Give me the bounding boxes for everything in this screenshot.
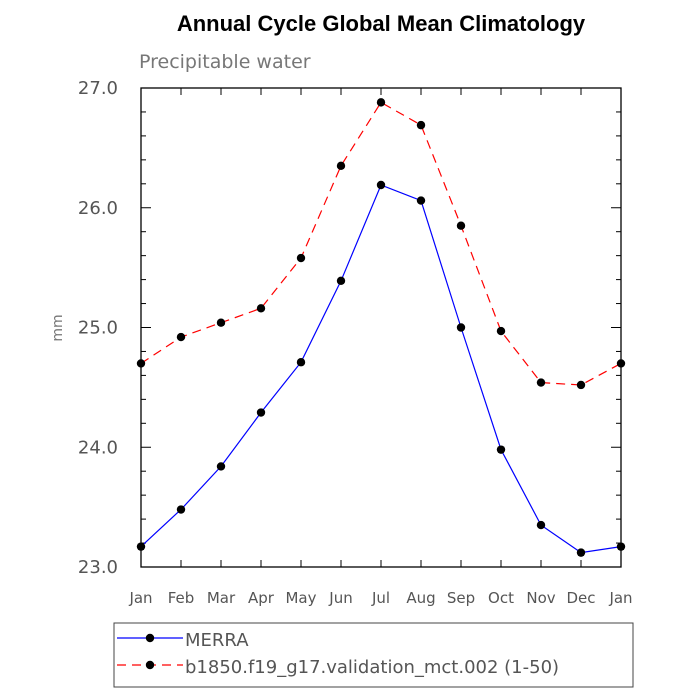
data-point-series-0 xyxy=(456,323,466,332)
data-point-series-1 xyxy=(576,380,586,390)
data-point-series-1 xyxy=(176,332,186,342)
x-tick-label: Mar xyxy=(207,589,236,607)
data-point-series-0 xyxy=(296,358,306,367)
x-tick-label: Nov xyxy=(526,589,555,607)
y-tick-label: 26.0 xyxy=(78,198,118,219)
legend: MERRA b1850.f19_g17.validation_mct.002 (… xyxy=(117,630,559,678)
data-point-series-0 xyxy=(416,196,426,205)
data-point-series-0 xyxy=(176,505,186,514)
plot-frame xyxy=(140,87,622,568)
x-tick-label: Feb xyxy=(168,589,195,607)
data-point-series-1 xyxy=(216,318,226,327)
x-tick-label: Jan xyxy=(128,589,152,607)
y-tick-label: 25.0 xyxy=(78,318,118,339)
y-tick-label: 24.0 xyxy=(78,437,118,458)
data-point-series-1 xyxy=(336,161,346,171)
data-point-series-1 xyxy=(376,98,386,107)
data-point-series-1 xyxy=(416,120,426,130)
x-tick-label: Apr xyxy=(248,589,275,607)
data-point-series-0 xyxy=(216,462,226,471)
x-tick-label: Jun xyxy=(328,589,352,607)
x-tick-label: Jan xyxy=(608,589,632,607)
data-point-series-0 xyxy=(376,180,386,190)
plot-area: Jan Feb Mar Apr May Jun Jul Aug Sep Oct Nov Dec Jan 2… xyxy=(78,78,633,607)
y-tick-label: 23.0 xyxy=(78,557,118,578)
data-point-series-0 xyxy=(336,276,346,285)
y-axis-label: mm xyxy=(50,314,66,341)
y-tick-label: 27.0 xyxy=(78,78,118,99)
legend-label-model: b1850.f19_g17.validation_mct.002 (1-50) xyxy=(185,657,559,678)
x-tick-label: Oct xyxy=(488,589,514,607)
series-line-0 xyxy=(140,184,622,554)
data-point-series-1 xyxy=(496,326,506,336)
chart-subtitle: Precipitable water xyxy=(139,51,311,73)
data-point-series-1 xyxy=(296,253,306,263)
x-tick-label: Dec xyxy=(566,589,595,607)
data-point-series-0 xyxy=(136,542,146,551)
data-point-series-1 xyxy=(136,359,146,368)
data-point-series-0 xyxy=(536,520,546,530)
x-tick-label: Aug xyxy=(406,589,435,607)
data-point-series-1 xyxy=(256,304,266,313)
x-tick-label: May xyxy=(285,589,316,607)
x-tick-label: Sep xyxy=(447,589,475,607)
series-line-1 xyxy=(140,101,622,386)
chart-title: Annual Cycle Global Mean Climatology xyxy=(177,11,586,36)
legend-box xyxy=(113,622,634,688)
data-point-series-1 xyxy=(616,359,626,368)
data-point-series-0 xyxy=(256,408,266,417)
data-point-series-0 xyxy=(616,542,626,551)
data-point-series-0 xyxy=(496,445,506,454)
legend-label-merra: MERRA xyxy=(185,630,249,651)
data-point-series-1 xyxy=(456,221,466,230)
legend-marker-0 xyxy=(145,633,155,643)
x-tick-label: Jul xyxy=(371,589,390,607)
data-point-series-0 xyxy=(576,548,586,557)
data-point-series-1 xyxy=(536,378,546,387)
legend-marker-1 xyxy=(145,660,155,670)
